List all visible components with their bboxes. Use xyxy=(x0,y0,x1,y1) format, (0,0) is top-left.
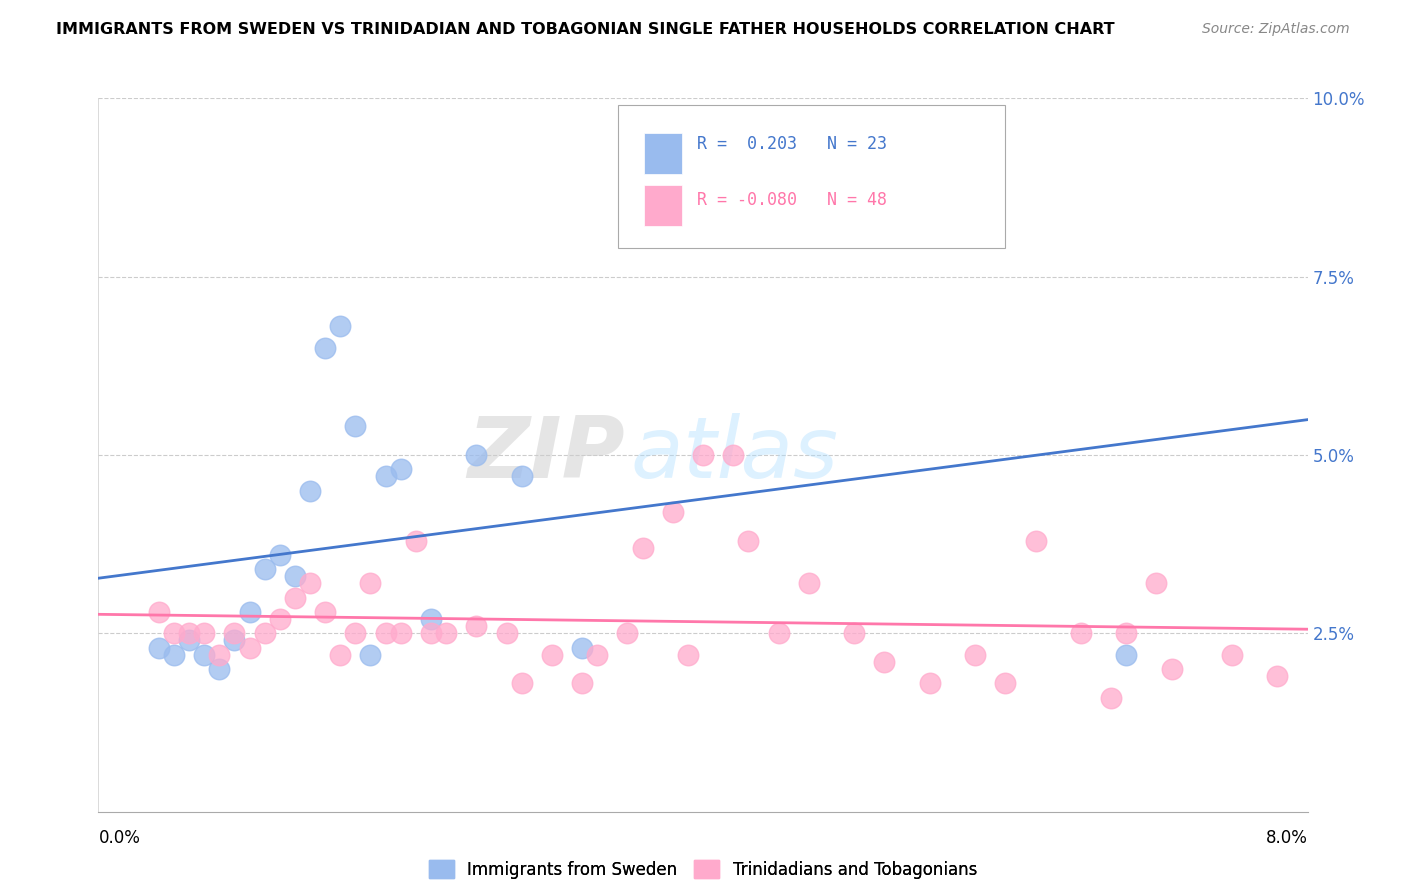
Point xyxy=(374,626,396,640)
Point xyxy=(692,448,714,462)
Point xyxy=(873,655,896,669)
Point xyxy=(692,198,714,212)
Point xyxy=(374,469,396,483)
Point xyxy=(918,676,941,690)
FancyBboxPatch shape xyxy=(644,133,682,174)
Text: R = -0.080   N = 48: R = -0.080 N = 48 xyxy=(697,191,887,209)
Point xyxy=(344,626,367,640)
Point xyxy=(1025,533,1047,548)
Point xyxy=(269,548,291,562)
Point xyxy=(510,676,533,690)
Legend: Immigrants from Sweden, Trinidadians and Tobagonians: Immigrants from Sweden, Trinidadians and… xyxy=(422,854,984,886)
Point xyxy=(631,541,654,555)
Text: Source: ZipAtlas.com: Source: ZipAtlas.com xyxy=(1202,22,1350,37)
Point xyxy=(586,648,609,662)
Point xyxy=(299,483,322,498)
Point xyxy=(768,626,790,640)
Point xyxy=(253,626,276,640)
Point xyxy=(239,605,262,619)
Point xyxy=(1099,690,1122,705)
Point xyxy=(1267,669,1289,683)
Point xyxy=(844,626,866,640)
Point xyxy=(148,640,170,655)
Point xyxy=(389,462,412,476)
Point xyxy=(224,633,246,648)
Point xyxy=(208,648,231,662)
Point xyxy=(571,640,593,655)
Point xyxy=(571,676,593,690)
Point xyxy=(179,633,201,648)
Point xyxy=(224,626,246,640)
Point xyxy=(163,626,186,640)
Point xyxy=(510,469,533,483)
Point xyxy=(360,576,382,591)
Text: 0.0%: 0.0% xyxy=(98,829,141,847)
Point xyxy=(284,591,307,605)
Point xyxy=(737,533,759,548)
Point xyxy=(1115,626,1137,640)
Text: IMMIGRANTS FROM SWEDEN VS TRINIDADIAN AND TOBAGONIAN SINGLE FATHER HOUSEHOLDS CO: IMMIGRANTS FROM SWEDEN VS TRINIDADIAN AN… xyxy=(56,22,1115,37)
Text: 8.0%: 8.0% xyxy=(1265,829,1308,847)
Point xyxy=(344,419,367,434)
Point xyxy=(676,648,699,662)
Point xyxy=(329,648,352,662)
Text: ZIP: ZIP xyxy=(467,413,624,497)
Point xyxy=(994,676,1017,690)
Point xyxy=(253,562,276,576)
FancyBboxPatch shape xyxy=(644,186,682,226)
Point xyxy=(616,626,638,640)
Text: R =  0.203   N = 23: R = 0.203 N = 23 xyxy=(697,136,887,153)
Point xyxy=(1160,662,1182,676)
Point xyxy=(723,448,745,462)
Point xyxy=(329,319,352,334)
FancyBboxPatch shape xyxy=(619,105,1005,248)
Point xyxy=(465,448,488,462)
Point xyxy=(193,648,215,662)
Point xyxy=(284,569,307,583)
Point xyxy=(434,626,457,640)
Point xyxy=(1115,648,1137,662)
Point xyxy=(299,576,322,591)
Point xyxy=(662,505,685,519)
Point xyxy=(193,626,215,640)
Point xyxy=(314,341,336,355)
Point xyxy=(314,605,336,619)
Point xyxy=(465,619,488,633)
Point xyxy=(420,626,443,640)
Point xyxy=(163,648,186,662)
Point xyxy=(965,648,987,662)
Point xyxy=(1070,626,1092,640)
Point xyxy=(208,662,231,676)
Point xyxy=(420,612,443,626)
Point xyxy=(360,648,382,662)
Point xyxy=(269,612,291,626)
Point xyxy=(541,648,564,662)
Point xyxy=(1220,648,1243,662)
Point xyxy=(389,626,412,640)
Point xyxy=(148,605,170,619)
Text: atlas: atlas xyxy=(630,413,838,497)
Point xyxy=(405,533,427,548)
Point xyxy=(495,626,517,640)
Point xyxy=(797,576,820,591)
Point xyxy=(239,640,262,655)
Point xyxy=(1146,576,1168,591)
Point xyxy=(179,626,201,640)
